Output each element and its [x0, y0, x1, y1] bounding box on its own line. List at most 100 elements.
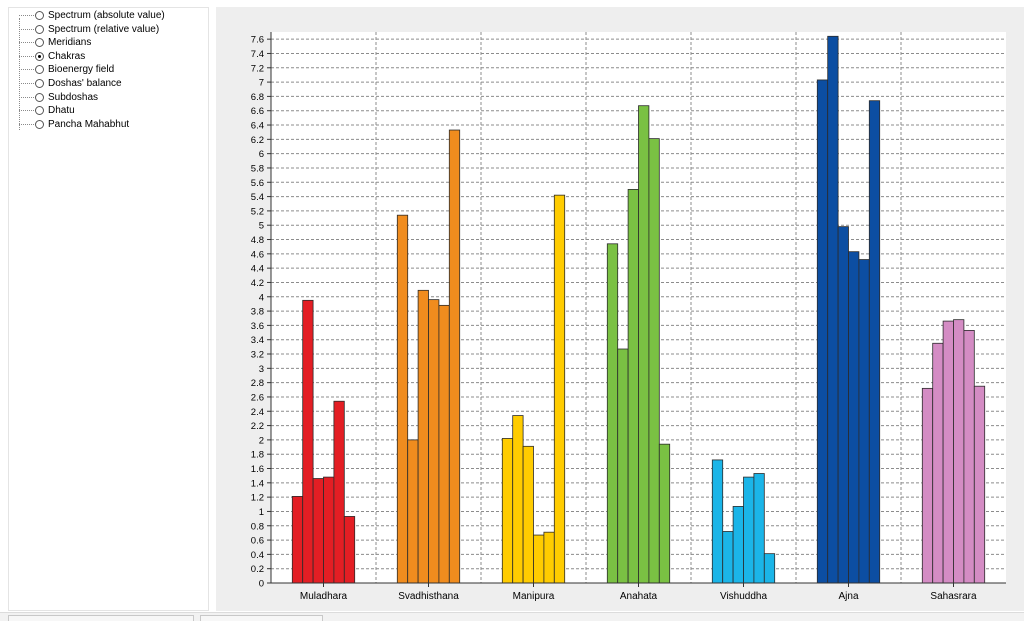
y-tick-label: 5.6: [251, 178, 264, 189]
radio-button[interactable]: [35, 51, 44, 61]
bar-sahasrara-2: [932, 342, 944, 584]
bar-vishuddha-4: [743, 476, 755, 584]
bar-muladhara-5: [333, 400, 345, 584]
x-tick-label: Svadhisthana: [398, 591, 459, 602]
y-tick-label: 5.8: [251, 163, 264, 174]
y-tick-label: 1.6: [251, 464, 264, 475]
x-tick-label: Ajna: [838, 591, 858, 602]
y-tick-label: 0.8: [251, 521, 264, 532]
bar-vishuddha-1: [711, 459, 724, 584]
view-option-spectrum-relative-value[interactable]: Spectrum (relative value): [17, 23, 207, 37]
view-option-doshas-balance[interactable]: Doshas' balance: [17, 77, 207, 91]
x-tick-label: Manipura: [513, 591, 555, 602]
radio-button[interactable]: [35, 11, 44, 20]
y-tick-label: 5: [259, 221, 264, 232]
bar-vishuddha-2: [722, 531, 734, 584]
y-tick-label: 3.6: [251, 321, 264, 332]
y-tick-label: 4: [259, 292, 264, 303]
bar-muladhara-1: [291, 496, 304, 584]
view-option-chakras[interactable]: Chakras: [17, 50, 207, 64]
y-tick-label: 6.4: [251, 121, 264, 132]
bottom-tab-2[interactable]: [200, 615, 323, 621]
radio-button[interactable]: [35, 79, 44, 88]
view-option-subdoshas[interactable]: Subdoshas: [17, 91, 207, 105]
y-tick-label: 3.8: [251, 307, 264, 318]
bar-svadhisthana-2: [407, 439, 419, 584]
tree-branch-line: [19, 15, 34, 16]
bar-manipura-2: [512, 415, 524, 584]
tree-branch-line: [19, 110, 34, 112]
view-option-bioenergy-field[interactable]: Bioenergy field: [17, 63, 207, 77]
tree-branch-line: [19, 28, 34, 30]
radio-button[interactable]: [35, 24, 44, 34]
bar-manipura-4: [533, 534, 545, 584]
view-option-label: Spectrum (relative value): [48, 23, 160, 35]
bar-manipura-1: [501, 438, 514, 584]
bar-muladhara-4: [323, 476, 335, 584]
y-tick-label: 2.2: [251, 421, 264, 432]
bar-vishuddha-5: [753, 473, 765, 584]
bar-anahata-3: [627, 189, 639, 584]
view-option-spectrum-absolute-value[interactable]: Spectrum (absolute value): [17, 9, 207, 23]
radio-button[interactable]: [35, 92, 44, 102]
view-option-pancha-mahabhut[interactable]: Pancha Mahabhut: [17, 118, 207, 132]
y-tick-label: 0.2: [251, 564, 264, 575]
y-tick-label: 7.6: [251, 35, 264, 46]
bar-ajna-1: [816, 79, 829, 584]
tree-branch-line: [19, 123, 34, 125]
y-tick-label: 3.2: [251, 350, 264, 361]
bar-svadhisthana-4: [428, 299, 440, 584]
tree-branch-line: [19, 42, 34, 44]
x-tick-label: Sahasrara: [930, 591, 977, 602]
view-option-label: Bioenergy field: [48, 64, 115, 76]
bar-anahata-4: [638, 105, 650, 584]
y-tick-label: 7.4: [251, 49, 264, 60]
y-tick-label: 1.8: [251, 450, 264, 461]
view-option-dhatu[interactable]: Dhatu: [17, 104, 207, 118]
view-option-meridians[interactable]: Meridians: [17, 36, 207, 50]
y-tick-label: 4.6: [251, 249, 264, 260]
radio-button[interactable]: [35, 38, 44, 48]
y-tick-label: 3.4: [251, 335, 264, 346]
tree-branch-line: [19, 83, 34, 84]
view-option-label: Spectrum (absolute value): [48, 10, 165, 21]
tree-branch-line: [19, 69, 34, 71]
y-tick-label: 1: [259, 507, 264, 518]
radio-button[interactable]: [35, 119, 44, 129]
y-tick-label: 4.8: [251, 235, 264, 246]
bar-anahata-6: [658, 443, 671, 584]
bar-svadhisthana-3: [417, 289, 429, 584]
bar-anahata-2: [617, 348, 629, 584]
bar-sahasrara-6: [973, 385, 986, 584]
y-tick-label: 6.6: [251, 106, 264, 117]
view-option-label: Meridians: [48, 37, 92, 49]
bar-svadhisthana-6: [448, 129, 461, 584]
radio-button[interactable]: [35, 106, 44, 116]
bar-ajna-2: [827, 35, 839, 584]
y-tick-label: 1.4: [251, 478, 264, 489]
y-tick-label: 6.8: [251, 92, 264, 103]
y-tick-label: 2: [259, 435, 264, 446]
bar-manipura-6: [553, 194, 566, 584]
view-option-label: Dhatu: [48, 105, 75, 117]
x-tick-label: Vishuddha: [720, 591, 768, 602]
bar-anahata-1: [606, 243, 619, 584]
radio-button[interactable]: [35, 65, 44, 75]
y-tick-label: 2.4: [251, 407, 264, 418]
view-option-label: Subdoshas: [48, 91, 99, 103]
y-tick-label: 6.2: [251, 135, 264, 146]
bar-svadhisthana-5: [438, 304, 450, 584]
bar-vishuddha-3: [732, 506, 744, 584]
y-tick-label: 0: [259, 579, 264, 590]
chart-panel: 0 0.2 0.4 0.6 0.8 1 1.2 1.4 1.6 1.8 2 2.2 2.4 2.6 2.8 3…: [216, 7, 1024, 611]
x-tick-label: Anahata: [620, 591, 658, 602]
y-tick-label: 4.2: [251, 278, 264, 289]
y-tick-label: 3: [259, 364, 264, 375]
view-options-panel: Spectrum (absolute value) Spectrum (relat…: [8, 7, 209, 611]
bar-manipura-5: [543, 531, 555, 584]
bottom-tab-1[interactable]: [8, 615, 194, 621]
x-tick-label: Muladhara: [300, 591, 348, 602]
bar-muladhara-6: [343, 516, 356, 584]
bar-ajna-4: [848, 251, 860, 584]
tree-connector: [19, 18, 20, 130]
